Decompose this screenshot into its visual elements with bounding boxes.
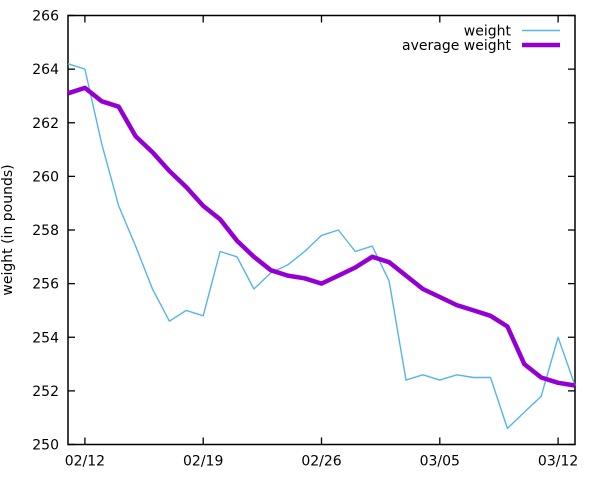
- legend-label-average-weight: average weight: [402, 38, 511, 54]
- y-tick-label: 262: [32, 116, 59, 132]
- y-axis-title: weight (in pounds): [0, 164, 16, 295]
- x-tick-label: 03/05: [420, 454, 460, 470]
- y-tick-label: 254: [32, 330, 59, 346]
- x-tick-label: 03/12: [538, 454, 578, 470]
- plot-border: [67, 14, 576, 446]
- y-tick-label: 252: [32, 384, 59, 400]
- x-tick-label: 02/12: [65, 454, 105, 470]
- legend-label-weight: weight: [464, 24, 512, 40]
- y-tick-label: 266: [32, 9, 59, 25]
- x-tick-label: 02/19: [183, 454, 223, 470]
- y-tick-label: 250: [32, 438, 59, 454]
- y-tick-label: 256: [32, 277, 59, 293]
- y-tick-label: 260: [32, 169, 59, 185]
- series-line-weight: [67, 63, 576, 430]
- y-tick-label: 264: [32, 62, 59, 78]
- series-line-average-weight: [67, 85, 576, 388]
- y-tick-label: 258: [32, 223, 59, 239]
- x-tick-label: 02/26: [301, 454, 341, 470]
